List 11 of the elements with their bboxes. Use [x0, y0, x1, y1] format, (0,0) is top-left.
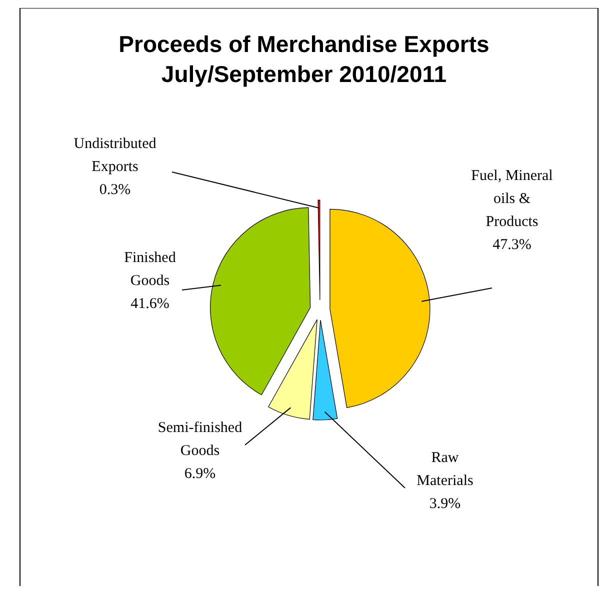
data-label: 47.3% [492, 237, 532, 253]
slice-label: Semi-finished Goods [158, 420, 243, 459]
slice-label: Raw Materials [416, 450, 474, 489]
slice-label: Fuel, Mineral oils & Products [471, 168, 553, 230]
slice-label: Finished Goods [124, 250, 176, 289]
chart-title: Proceeds of Merchandise Exports July/September 2010/2011 [118, 31, 490, 87]
data-label: 6.9% [184, 466, 216, 482]
data-label: 0.3% [99, 182, 131, 198]
data-label: 41.6% [130, 296, 170, 312]
slice-label: Undistributed Exports [74, 136, 157, 175]
data-label: 3.9% [429, 496, 461, 512]
